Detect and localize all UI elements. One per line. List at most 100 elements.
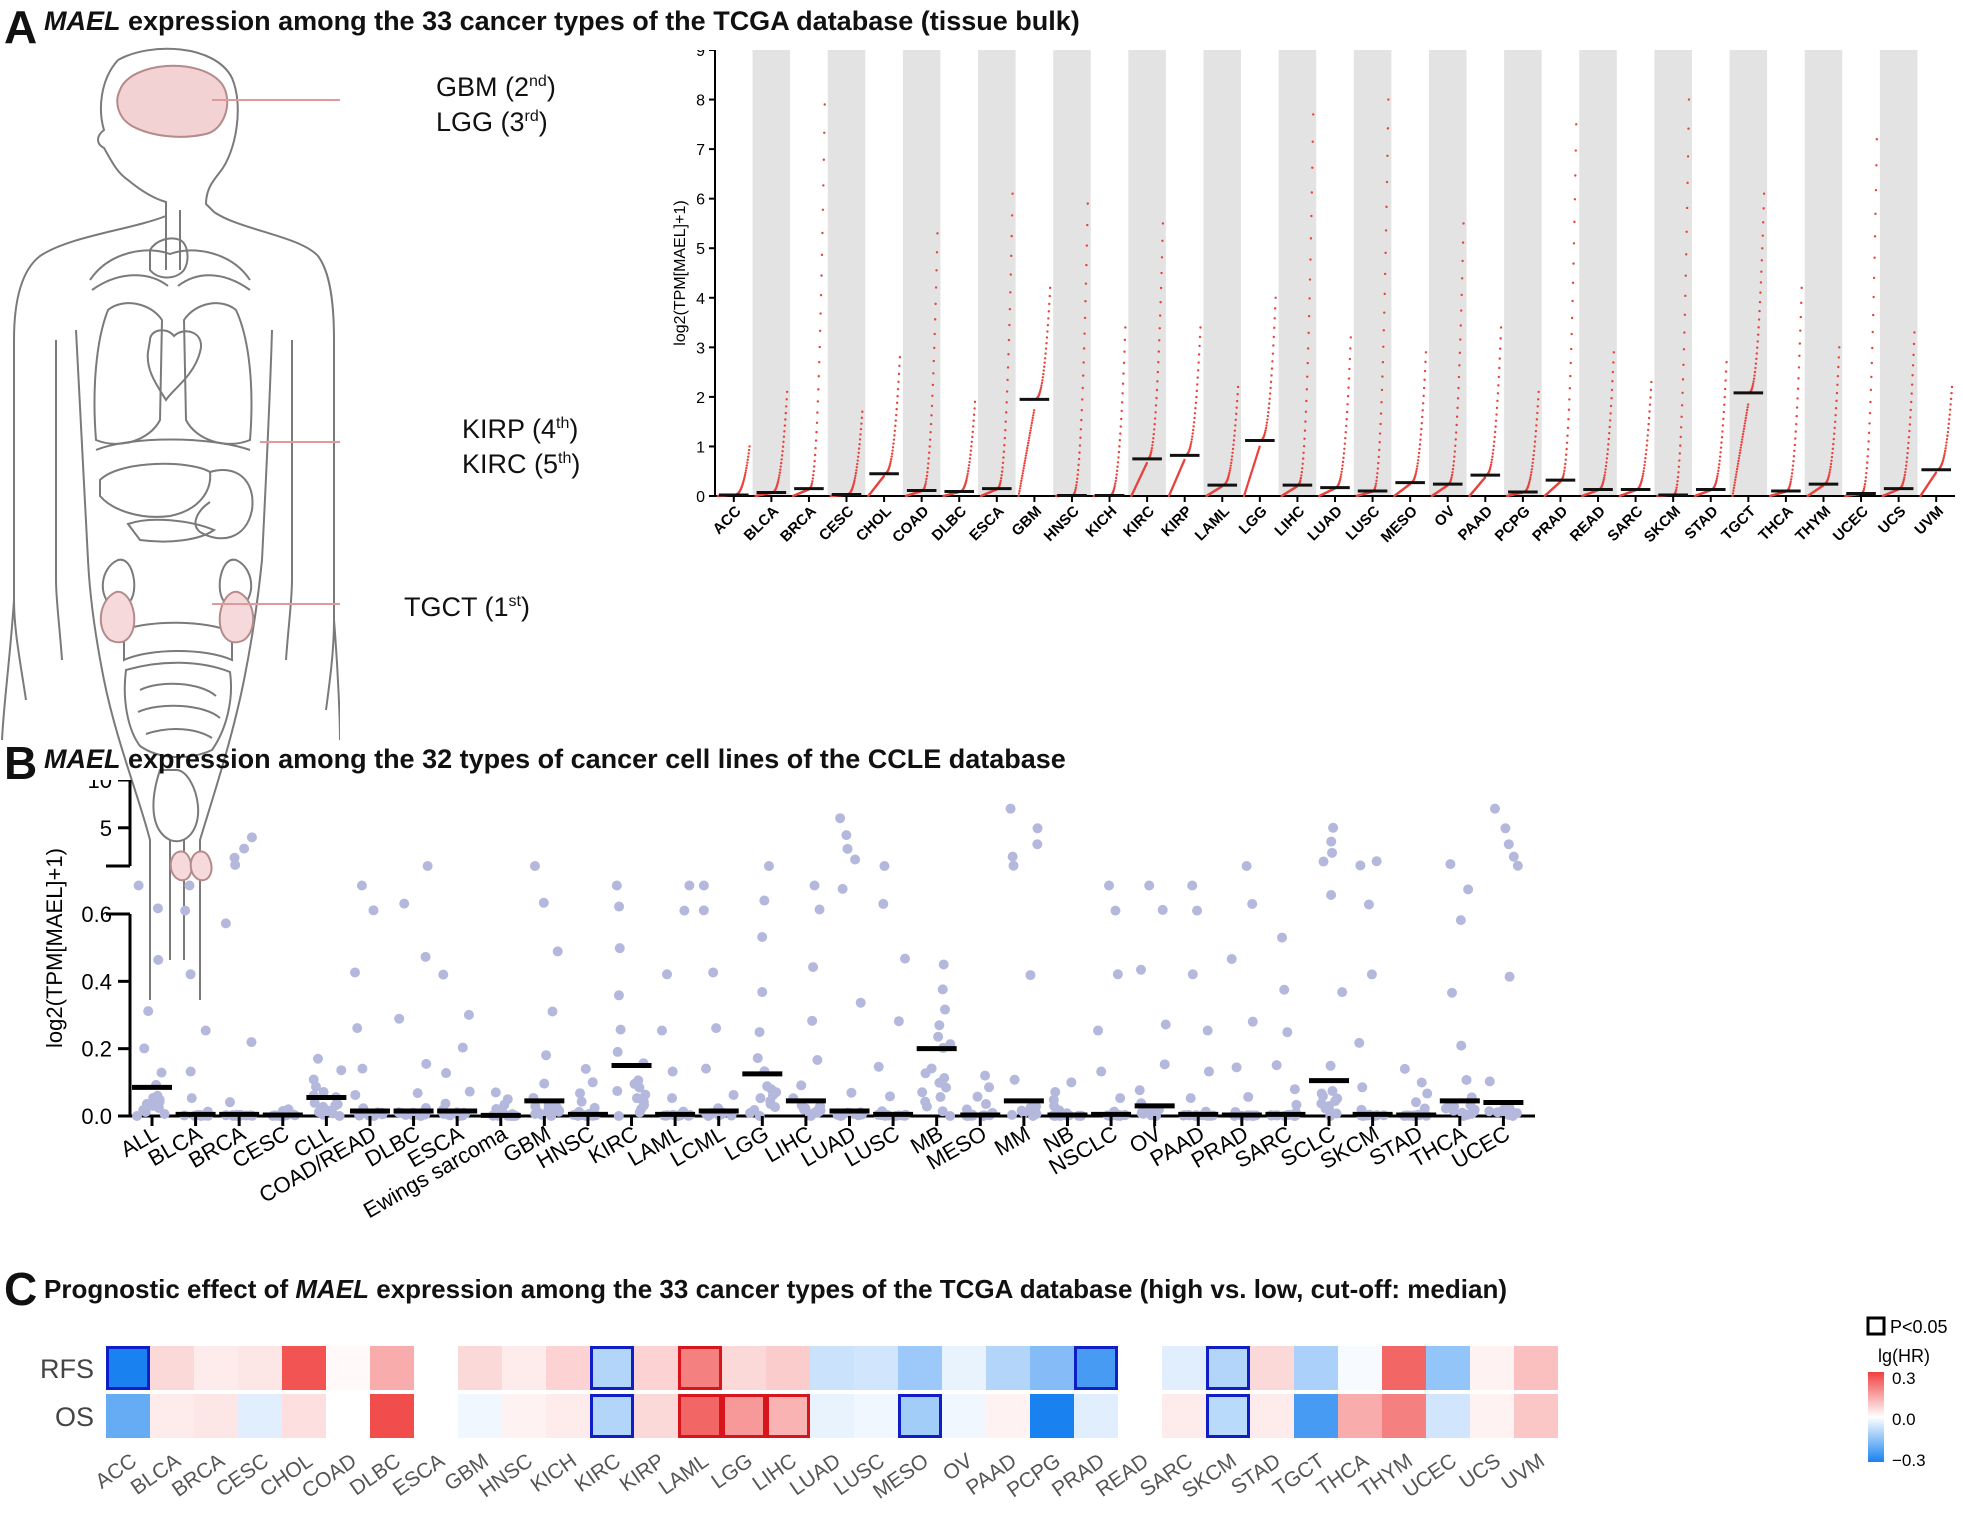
data-point <box>920 1096 931 1107</box>
data-point <box>934 302 937 306</box>
x-tick-label-acc: ACC <box>710 503 745 538</box>
heat-cell <box>414 1394 458 1438</box>
data-point <box>1302 451 1305 454</box>
data-point <box>1795 414 1798 418</box>
data-point <box>1384 229 1388 232</box>
points-luad <box>832 813 867 1121</box>
points-kich <box>1092 326 1127 498</box>
data-point <box>1449 1101 1460 1112</box>
label-testis: TGCT (1st) <box>404 590 530 625</box>
data-point <box>1009 1074 1020 1085</box>
data-point <box>889 460 892 463</box>
data-point <box>1235 399 1239 403</box>
data-point <box>1006 366 1010 369</box>
data-point <box>1232 439 1236 442</box>
data-point <box>1081 386 1084 390</box>
data-point <box>1760 270 1763 273</box>
data-point <box>1870 375 1873 379</box>
x-tick-label-stad: STAD <box>1681 503 1721 543</box>
heat-cell <box>634 1346 678 1390</box>
data-point <box>662 969 673 980</box>
column-label-ucs: UCS <box>1455 1449 1505 1493</box>
heat-cell <box>1426 1346 1470 1390</box>
heat-cell <box>942 1346 986 1390</box>
data-point <box>811 477 815 480</box>
data-point <box>1116 465 1119 468</box>
data-point <box>1449 477 1453 481</box>
data-point <box>1646 428 1650 432</box>
data-point <box>1871 330 1874 334</box>
data-point <box>1756 346 1759 349</box>
data-point <box>1010 214 1014 217</box>
data-point <box>1908 429 1911 433</box>
panel-b-title-gene: MAEL <box>44 744 121 774</box>
data-point <box>1373 486 1377 489</box>
data-point <box>1754 366 1757 370</box>
data-point <box>1003 444 1006 447</box>
data-point <box>1495 413 1498 416</box>
data-point <box>747 448 751 452</box>
data-point <box>749 1105 760 1116</box>
data-point <box>1483 476 1487 479</box>
data-point <box>1371 856 1382 867</box>
panel-c-letter: C <box>4 1263 38 1315</box>
stripe-lihc <box>1278 50 1317 496</box>
data-point <box>1299 476 1303 480</box>
stripe-cesc <box>827 50 866 496</box>
column-label-lgg: LGG <box>707 1449 757 1493</box>
data-point <box>133 880 144 891</box>
x-tick-label-kirp: KIRP <box>1158 503 1195 540</box>
data-point <box>1301 457 1305 460</box>
data-point <box>752 1053 763 1064</box>
data-point <box>1450 473 1454 477</box>
data-point <box>762 1081 773 1092</box>
data-point <box>1499 326 1503 329</box>
data-point <box>1758 309 1761 313</box>
y-tick-label: 6 <box>696 192 705 209</box>
data-point <box>1045 342 1048 345</box>
data-point <box>1904 464 1908 467</box>
data-point <box>1742 427 1746 430</box>
data-point <box>1912 353 1915 357</box>
data-point <box>1115 1093 1126 1104</box>
data-point <box>1535 418 1539 421</box>
data-point <box>1381 375 1384 378</box>
data-point <box>1745 411 1748 414</box>
points-stad <box>1399 1063 1433 1121</box>
label-lgg: LGG (3rd) <box>436 106 548 137</box>
data-point <box>1869 388 1873 392</box>
data-point <box>1027 439 1030 442</box>
data-point <box>812 473 815 477</box>
stripe-tgct <box>1729 50 1768 496</box>
data-point <box>818 360 821 364</box>
data-point <box>1715 477 1719 480</box>
data-point <box>1909 416 1912 419</box>
data-point <box>1744 419 1747 422</box>
data-point <box>1456 406 1459 410</box>
data-point <box>969 449 973 452</box>
data-point <box>1718 459 1721 462</box>
data-point <box>1155 396 1158 400</box>
data-point <box>896 394 899 398</box>
data-point <box>1150 449 1153 452</box>
data-point <box>776 480 780 484</box>
data-point <box>667 1066 678 1077</box>
data-point <box>1677 465 1681 468</box>
data-point <box>1647 422 1650 426</box>
data-point <box>1264 426 1268 430</box>
data-point <box>1029 429 1032 432</box>
data-point <box>1233 429 1237 432</box>
data-point <box>812 469 815 473</box>
data-point <box>1910 383 1914 386</box>
x-tick-label-read: READ <box>1567 503 1609 545</box>
data-point <box>1423 369 1427 373</box>
data-point <box>1866 461 1869 464</box>
data-point <box>1414 473 1417 477</box>
data-point <box>1043 365 1046 368</box>
data-point <box>1123 338 1127 342</box>
data-point <box>1875 164 1878 167</box>
legend-tick-label: 0.0 <box>1892 1410 1916 1429</box>
data-point <box>1609 412 1612 415</box>
data-point <box>1347 377 1351 380</box>
data-point <box>1008 307 1012 311</box>
